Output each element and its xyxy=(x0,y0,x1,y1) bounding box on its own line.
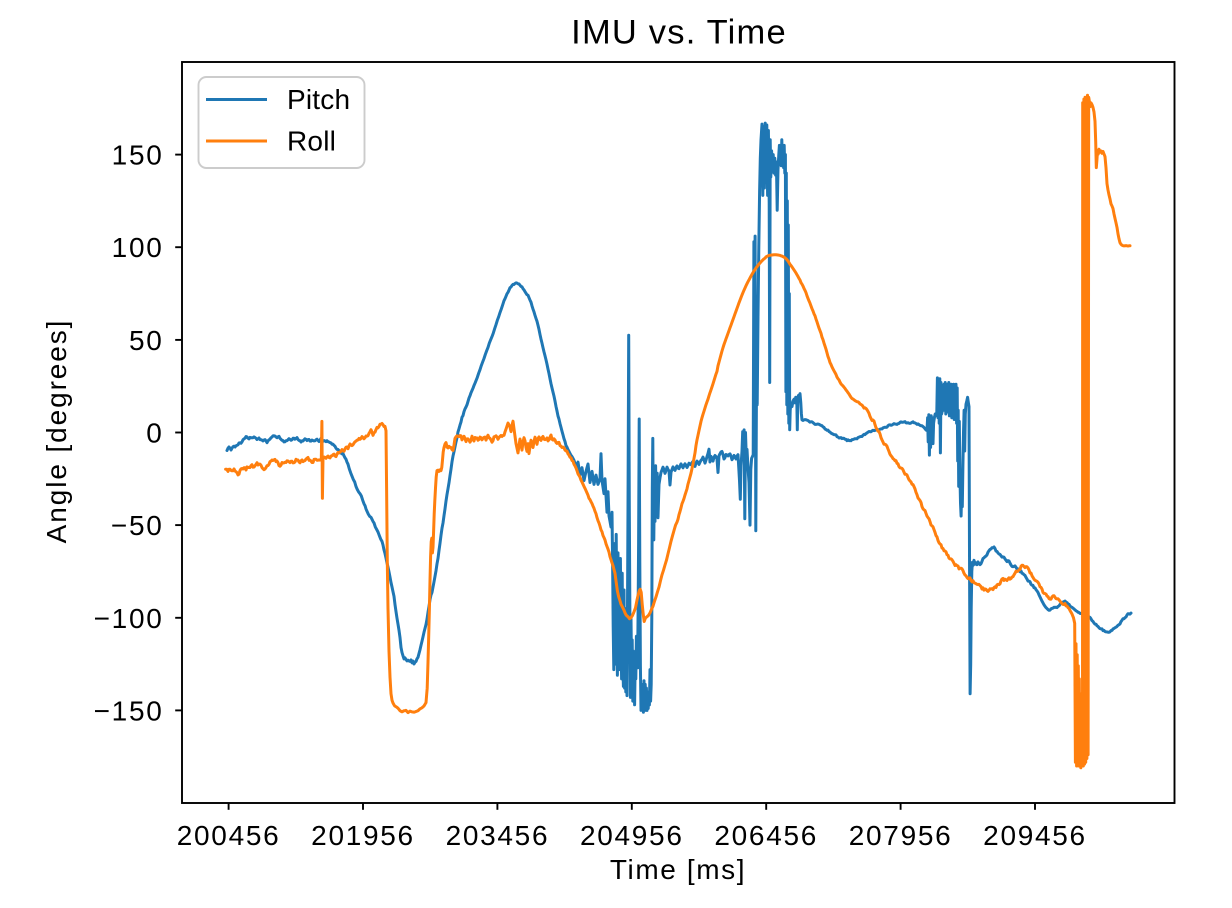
svg-text:100: 100 xyxy=(112,232,164,263)
svg-text:206456: 206456 xyxy=(714,820,818,851)
svg-text:−50: −50 xyxy=(111,510,164,541)
svg-text:209456: 209456 xyxy=(983,820,1087,851)
svg-text:−100: −100 xyxy=(94,603,164,634)
svg-text:IMU vs. Time: IMU vs. Time xyxy=(571,14,787,52)
svg-text:150: 150 xyxy=(112,140,164,171)
svg-text:−150: −150 xyxy=(94,695,164,726)
svg-text:201956: 201956 xyxy=(311,820,415,851)
svg-text:Pitch: Pitch xyxy=(287,84,350,115)
svg-text:Time [ms]: Time [ms] xyxy=(610,854,746,885)
svg-text:Roll: Roll xyxy=(287,126,336,157)
svg-text:0: 0 xyxy=(146,418,163,449)
svg-text:200456: 200456 xyxy=(177,820,281,851)
svg-text:207956: 207956 xyxy=(849,820,953,851)
svg-text:50: 50 xyxy=(129,325,164,356)
svg-text:203456: 203456 xyxy=(446,820,550,851)
svg-text:Angle [degrees]: Angle [degrees] xyxy=(41,319,72,544)
svg-text:204956: 204956 xyxy=(580,820,684,851)
